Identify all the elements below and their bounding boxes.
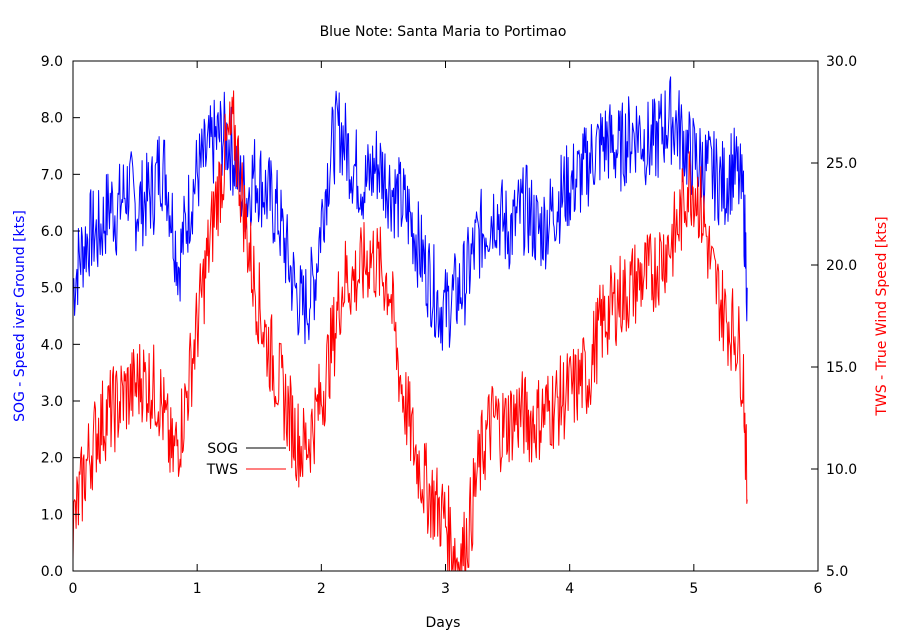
y-tick-label: 1.0 bbox=[41, 507, 63, 523]
y2-tick-label: 30.0 bbox=[826, 54, 857, 70]
x-tick-label: 5 bbox=[689, 581, 698, 597]
x-tick-label: 2 bbox=[317, 581, 326, 597]
y2-tick-label: 20.0 bbox=[826, 258, 857, 274]
y-tick-label: 4.0 bbox=[41, 337, 63, 353]
x-tick-label: 1 bbox=[193, 581, 202, 597]
chart-title: Blue Note: Santa Maria to Portimao bbox=[320, 24, 567, 40]
y-tick-label: 9.0 bbox=[41, 54, 63, 70]
y2-tick-label: 25.0 bbox=[826, 156, 857, 172]
y-tick-label: 3.0 bbox=[41, 394, 63, 410]
x-tick-label: 3 bbox=[441, 581, 450, 597]
y-tick-label: 0.0 bbox=[41, 564, 63, 580]
series-line-tws bbox=[72, 90, 748, 572]
y-tick-label: 5.0 bbox=[41, 281, 63, 297]
series-line-sog bbox=[72, 76, 748, 351]
y2-tick-label: 15.0 bbox=[826, 360, 857, 376]
legend-label-tws: TWS bbox=[206, 462, 238, 478]
y-tick-label: 7.0 bbox=[41, 167, 63, 183]
y-axis-right-label: TWS - True Wind Speed [kts] bbox=[874, 216, 890, 416]
y-tick-label: 2.0 bbox=[41, 451, 63, 467]
y2-tick-label: 10.0 bbox=[826, 462, 857, 478]
series-layer bbox=[72, 76, 748, 572]
x-axis-label: Days bbox=[426, 615, 461, 631]
y2-tick-label: 5.0 bbox=[826, 564, 848, 580]
x-tick-label: 4 bbox=[565, 581, 574, 597]
y-axis-left-label: SOG - Speed iver Ground [kts] bbox=[12, 210, 28, 422]
y-axis-right: 5.0 10.0 15.0 20.0 25.0 30.0 bbox=[811, 54, 857, 580]
legend-label-sog: SOG bbox=[207, 441, 238, 457]
y-tick-label: 6.0 bbox=[41, 224, 63, 240]
x-tick-label: 6 bbox=[814, 581, 823, 597]
x-axis: 0 1 2 3 4 5 6 bbox=[69, 61, 823, 597]
x-tick-label: 0 bbox=[69, 581, 78, 597]
y-axis-left: 0.0 1.0 2.0 3.0 4.0 5.0 6.0 7.0 8.0 9.0 bbox=[41, 54, 80, 580]
y-tick-label: 8.0 bbox=[41, 111, 63, 127]
legend: SOG TWS bbox=[206, 441, 286, 478]
